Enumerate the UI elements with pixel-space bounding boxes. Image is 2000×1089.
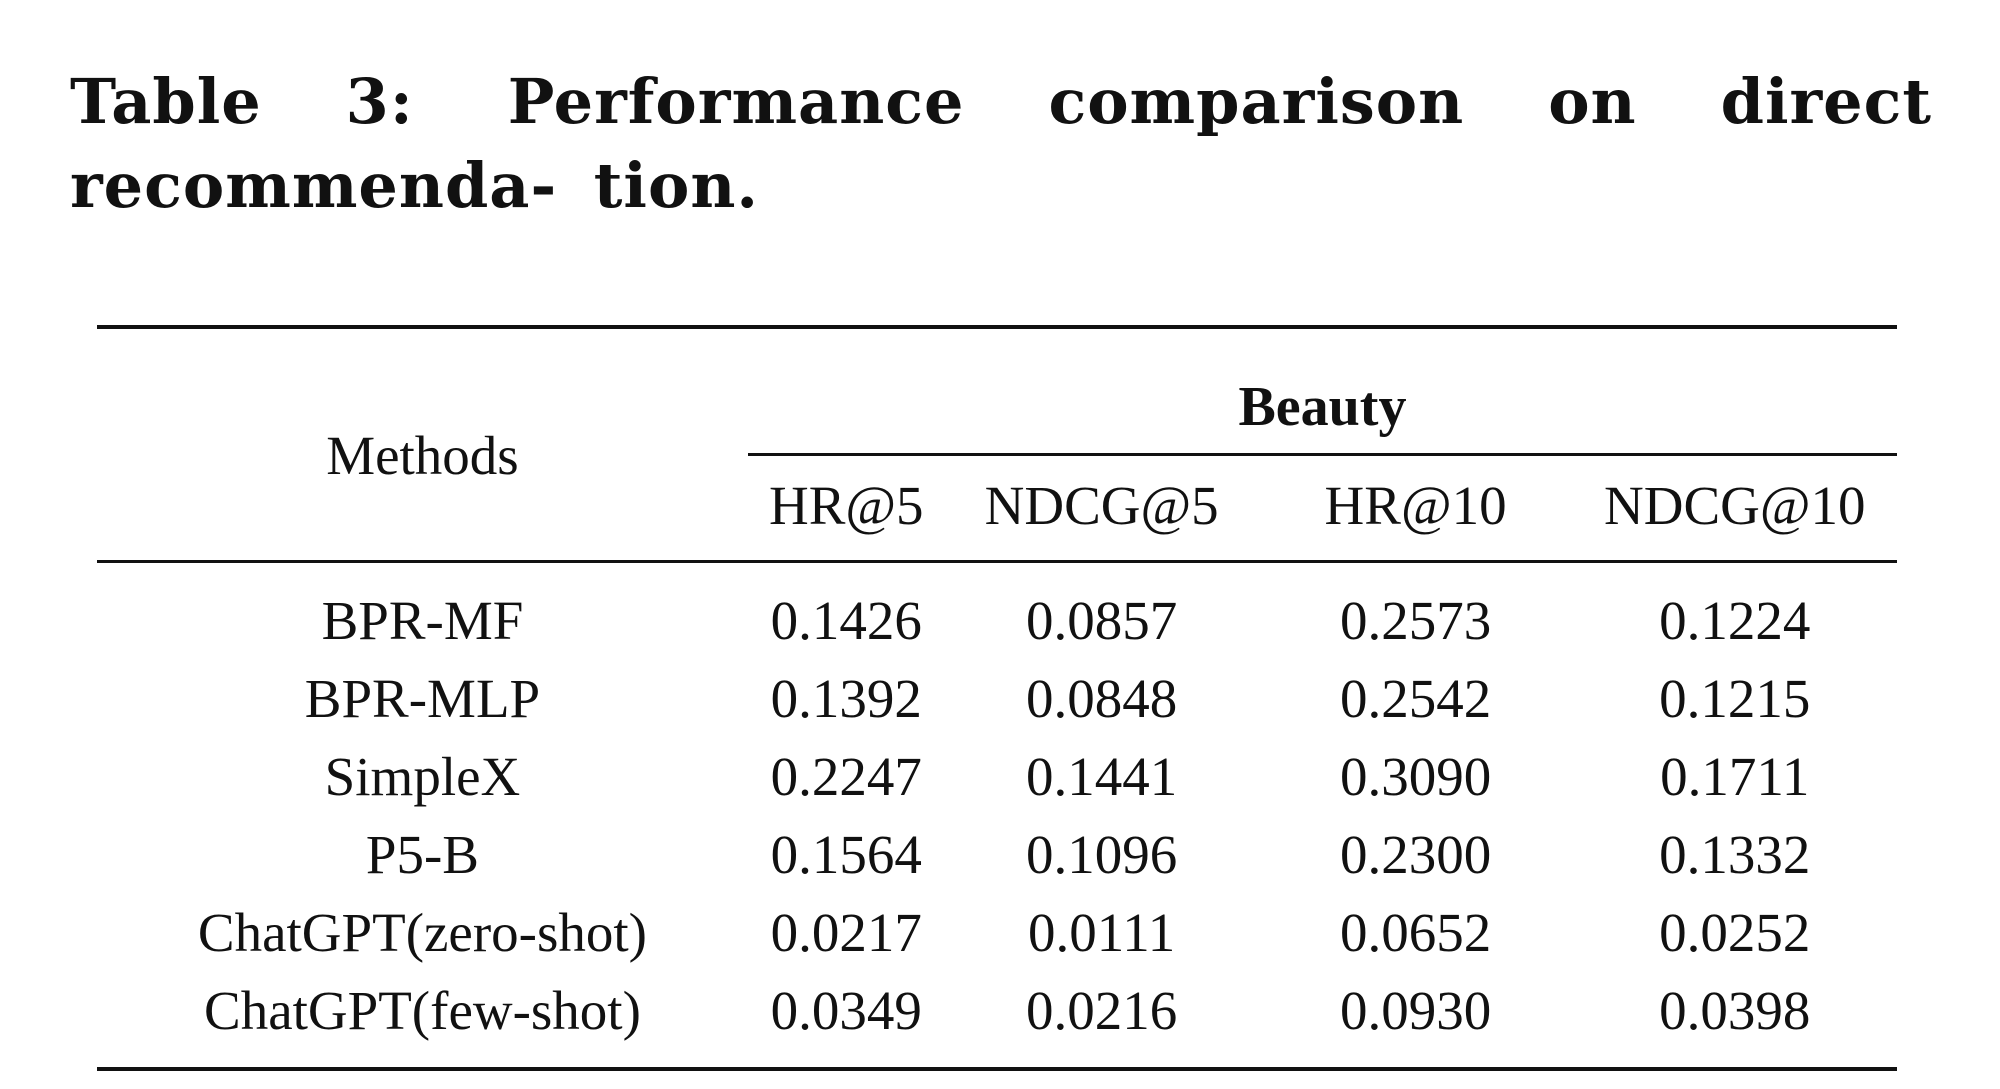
metric-value: 0.0857 <box>1026 589 1178 651</box>
method-name: ChatGPT(zero-shot) <box>197 901 647 963</box>
metric-value: 0.0349 <box>770 979 922 1041</box>
group-rule <box>747 453 1897 457</box>
metric-header: HR@5 <box>769 474 924 536</box>
metric-value: 0.0848 <box>1026 667 1178 729</box>
results-table: Methods Beauty HR@5 NDCG@5 HR@10 NDCG@10… <box>97 325 1897 1073</box>
table-caption-label: Table 3: <box>70 65 414 138</box>
metric-value: 0.1426 <box>770 589 922 651</box>
metric-value: 0.1332 <box>1659 823 1811 885</box>
metric-value: 0.0252 <box>1659 901 1811 963</box>
table-row: P5-B 0.1564 0.1096 0.2300 0.1332 <box>97 815 1897 893</box>
metric-value: 0.2542 <box>1339 667 1492 729</box>
method-name: ChatGPT(few-shot) <box>204 979 641 1041</box>
metric-value: 0.0930 <box>1339 979 1492 1041</box>
metric-value: 0.0111 <box>1028 901 1176 963</box>
metric-header: HR@10 <box>1324 474 1507 536</box>
method-name: P5-B <box>365 823 479 885</box>
table-row: BPR-MF 0.1426 0.0857 0.2573 0.1224 <box>97 563 1897 659</box>
metric-header: NDCG@10 <box>1604 474 1866 536</box>
metric-header: NDCG@5 <box>984 474 1219 536</box>
bottom-rule <box>97 1067 1897 1073</box>
metric-value-best: 0.2247 <box>770 745 922 807</box>
metric-value: 0.1392 <box>770 667 922 729</box>
header-rule <box>97 560 1897 564</box>
metric-value: 0.0217 <box>770 901 922 963</box>
metric-value: 0.1215 <box>1659 667 1811 729</box>
method-name: BPR-MF <box>321 589 524 651</box>
metric-value: 0.1096 <box>1026 823 1178 885</box>
metric-value-best: 0.3090 <box>1339 745 1492 807</box>
metric-value: 0.2300 <box>1339 823 1492 885</box>
metric-value: 0.1224 <box>1659 589 1811 651</box>
methods-header: Methods <box>326 425 519 486</box>
metric-value-best: 0.1441 <box>1026 745 1178 807</box>
method-name: SimpleX <box>324 745 521 807</box>
table-caption: Table 3: Performance comparison on direc… <box>70 60 1932 228</box>
table-row: SimpleX 0.2247 0.1441 0.3090 0.1711 <box>97 737 1897 815</box>
metric-value-best: 0.1711 <box>1660 745 1810 807</box>
table-caption-text: Performance comparison on direct recomme… <box>70 65 1932 222</box>
group-header-beauty: Beauty <box>1238 376 1407 438</box>
table-row: ChatGPT(zero-shot) 0.0217 0.0111 0.0652 … <box>97 893 1897 971</box>
method-name: BPR-MLP <box>304 667 541 729</box>
metric-value: 0.0398 <box>1659 979 1811 1041</box>
metric-value: 0.1564 <box>770 823 922 885</box>
metric-value: 0.0216 <box>1026 979 1178 1041</box>
table-row: ChatGPT(few-shot) 0.0349 0.0216 0.0930 0… <box>97 971 1897 1069</box>
metric-value: 0.0652 <box>1339 901 1492 963</box>
table-row: BPR-MLP 0.1392 0.0848 0.2542 0.1215 <box>97 659 1897 737</box>
metric-value: 0.2573 <box>1339 589 1492 651</box>
